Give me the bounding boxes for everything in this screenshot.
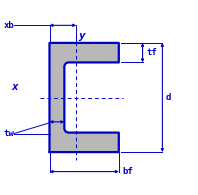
Text: x: x xyxy=(12,82,19,92)
Text: tw: tw xyxy=(4,129,15,138)
Text: tf: tf xyxy=(147,48,157,57)
Text: d: d xyxy=(165,93,171,102)
Text: xb: xb xyxy=(4,21,15,30)
Text: y: y xyxy=(78,31,85,41)
Polygon shape xyxy=(50,43,119,152)
Text: bf: bf xyxy=(123,167,133,176)
